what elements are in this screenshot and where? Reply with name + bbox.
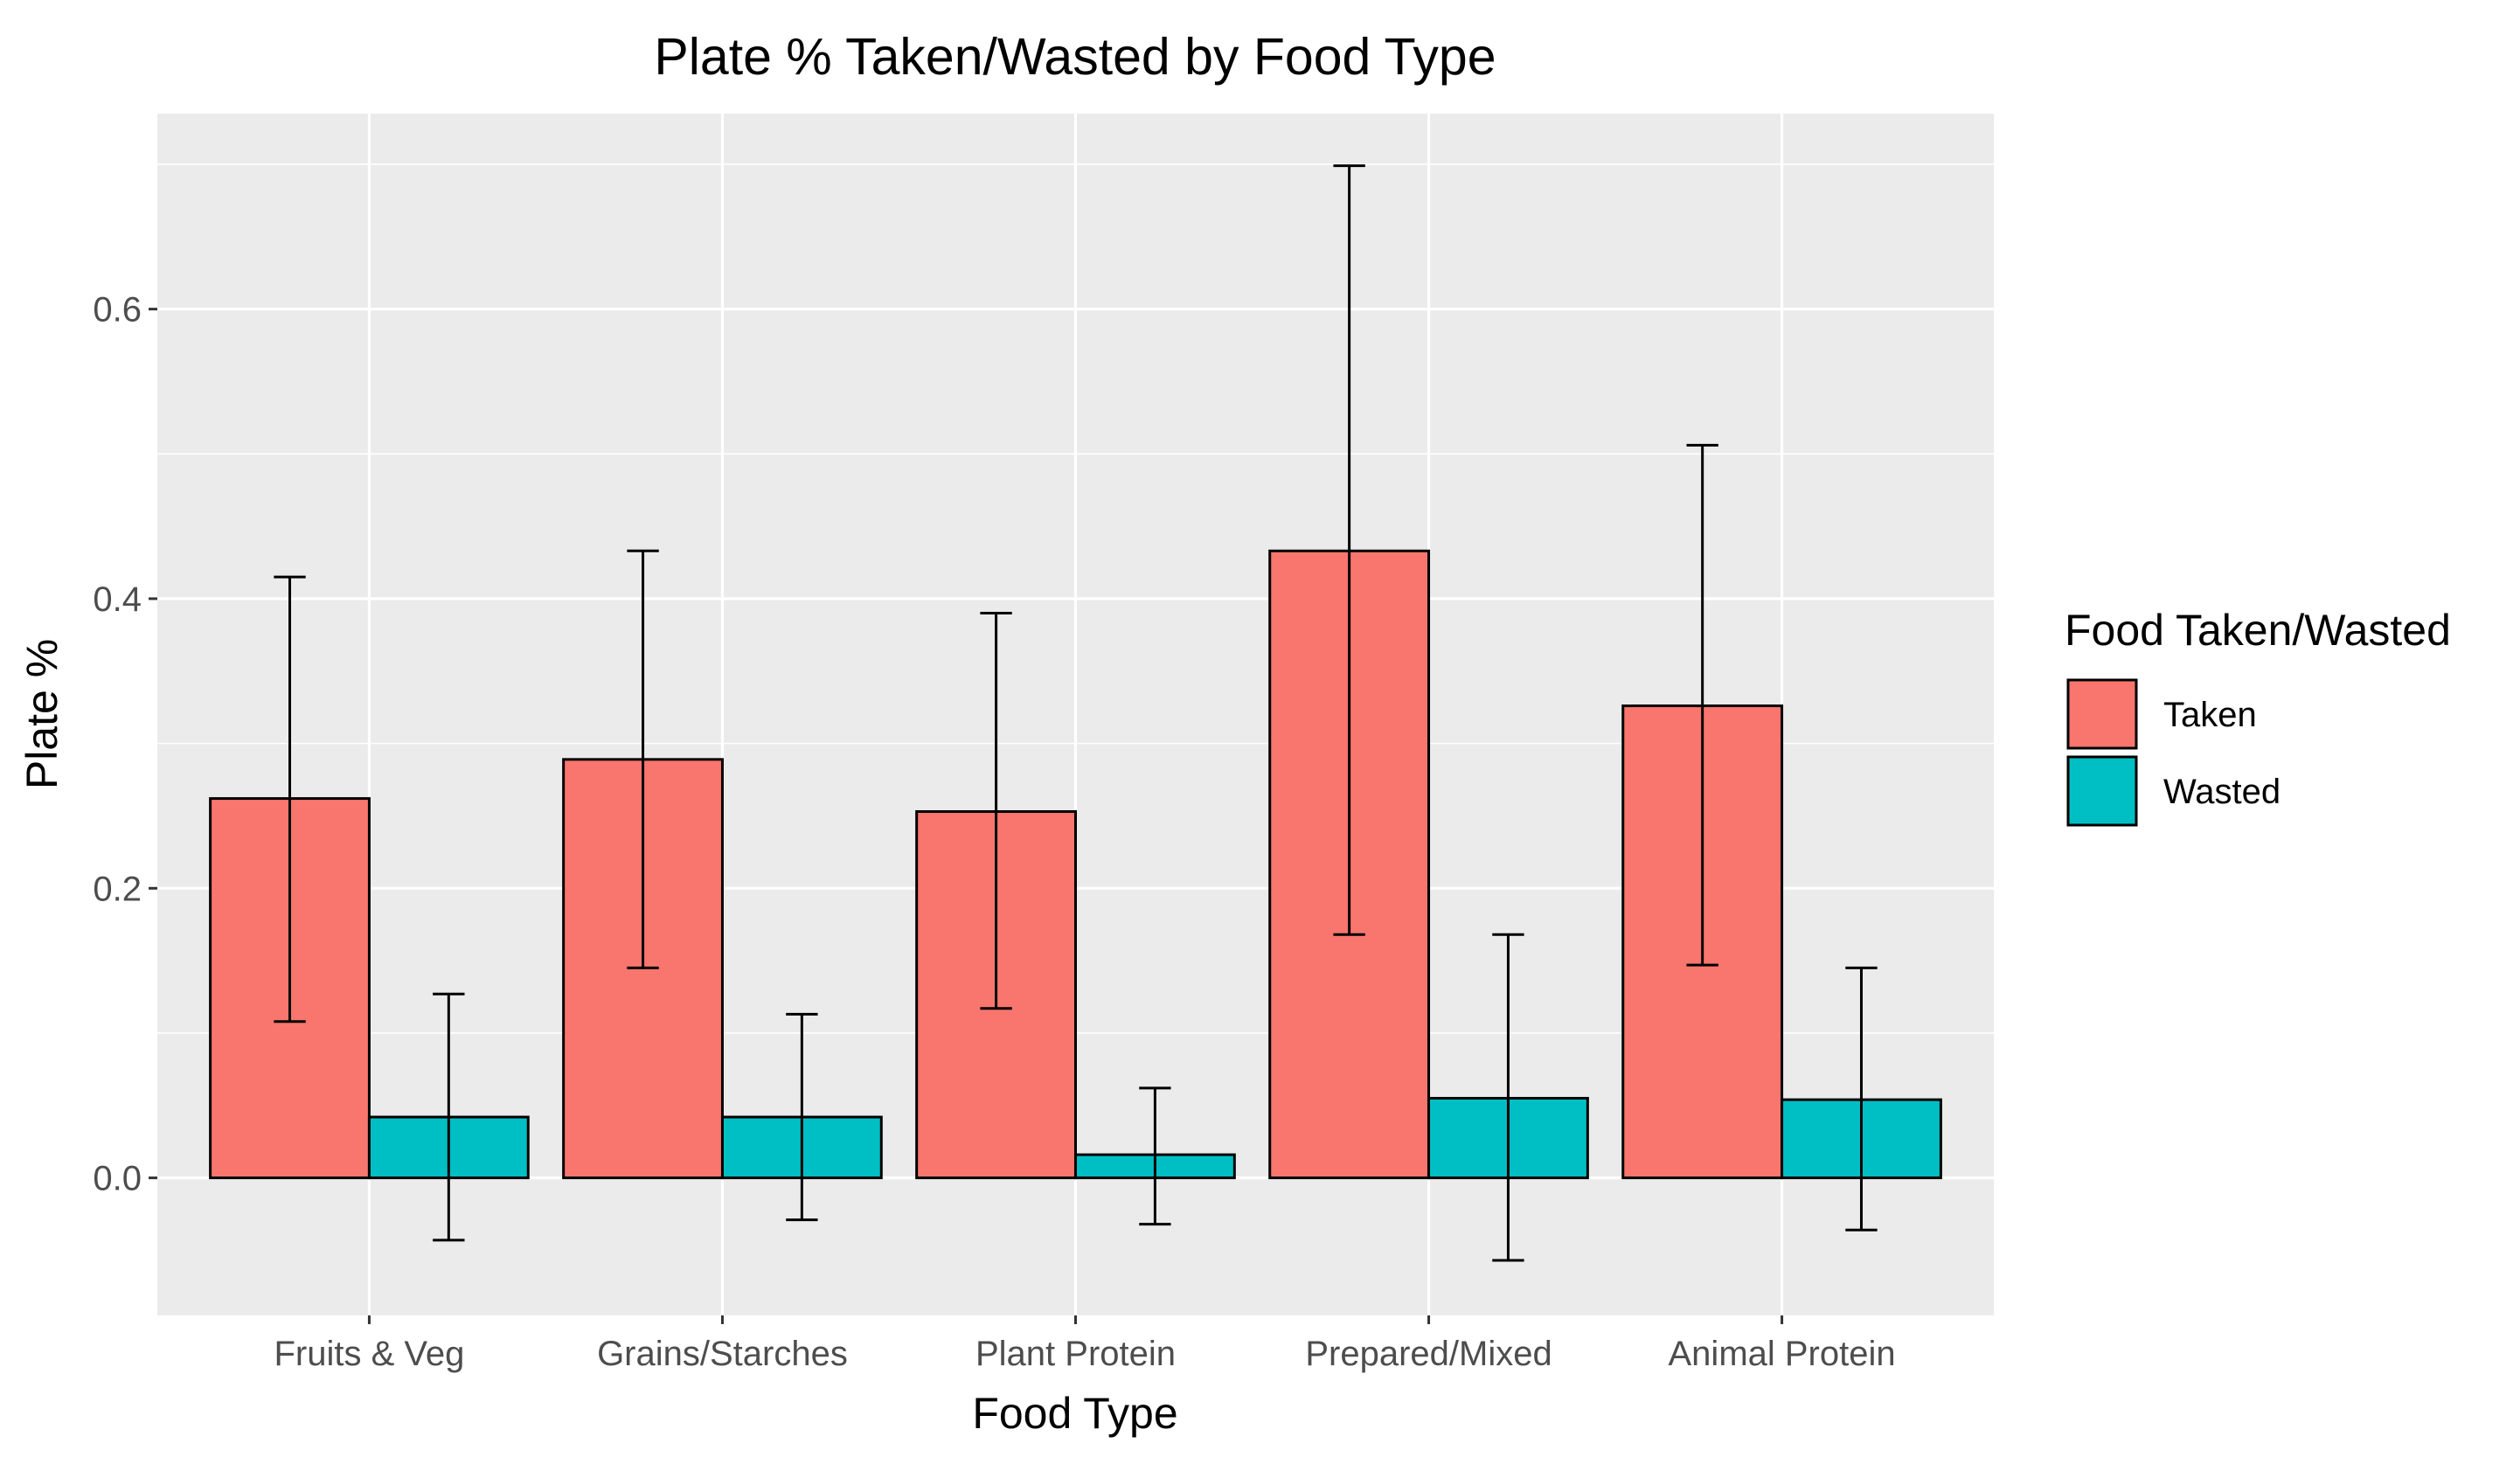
- error-bars: [274, 164, 1878, 1262]
- y-tick-label: 0.2: [93, 870, 142, 908]
- chart-title: Plate % Taken/Wasted by Food Type: [654, 28, 1496, 86]
- legend: Food Taken/Wasted Taken Wasted: [2065, 606, 2451, 827]
- y-axis: 0.0 0.2 0.4 0.6: [93, 291, 157, 1198]
- error-bar-wasted: [786, 1012, 818, 1222]
- error-bar-wasted: [1139, 1086, 1171, 1226]
- x-tick-label: Animal Protein: [1669, 1335, 1896, 1373]
- y-tick-label: 0.6: [93, 291, 142, 330]
- error-bar-taken: [1686, 443, 1718, 967]
- error-bar-taken: [980, 612, 1012, 1010]
- legend-label-wasted: Wasted: [2163, 773, 2280, 811]
- legend-key-taken: [2066, 678, 2138, 750]
- x-tick-label: Fruits & Veg: [274, 1335, 464, 1373]
- x-tick-label: Prepared/Mixed: [1305, 1335, 1552, 1373]
- error-bar-wasted: [1845, 966, 1878, 1232]
- error-bar-taken: [1333, 164, 1365, 936]
- x-tick-label: Plant Protein: [975, 1335, 1176, 1373]
- x-axis: Fruits & Veg Grains/Starches Plant Protein…: [274, 1315, 1896, 1373]
- y-tick-label: 0.0: [93, 1160, 142, 1198]
- error-bar-wasted: [1492, 933, 1524, 1262]
- legend-key-wasted: [2066, 755, 2138, 827]
- error-bar-taken: [274, 575, 306, 1023]
- legend-title: Food Taken/Wasted: [2065, 606, 2451, 655]
- y-tick-label: 0.4: [93, 580, 142, 619]
- legend-label-taken: Taken: [2163, 696, 2257, 734]
- x-axis-title: Food Type: [972, 1389, 1177, 1438]
- error-bar-taken: [627, 549, 659, 969]
- error-bar-wasted: [433, 992, 465, 1242]
- y-axis-title: Plate %: [17, 639, 66, 789]
- x-tick-label: Grains/Starches: [597, 1335, 848, 1373]
